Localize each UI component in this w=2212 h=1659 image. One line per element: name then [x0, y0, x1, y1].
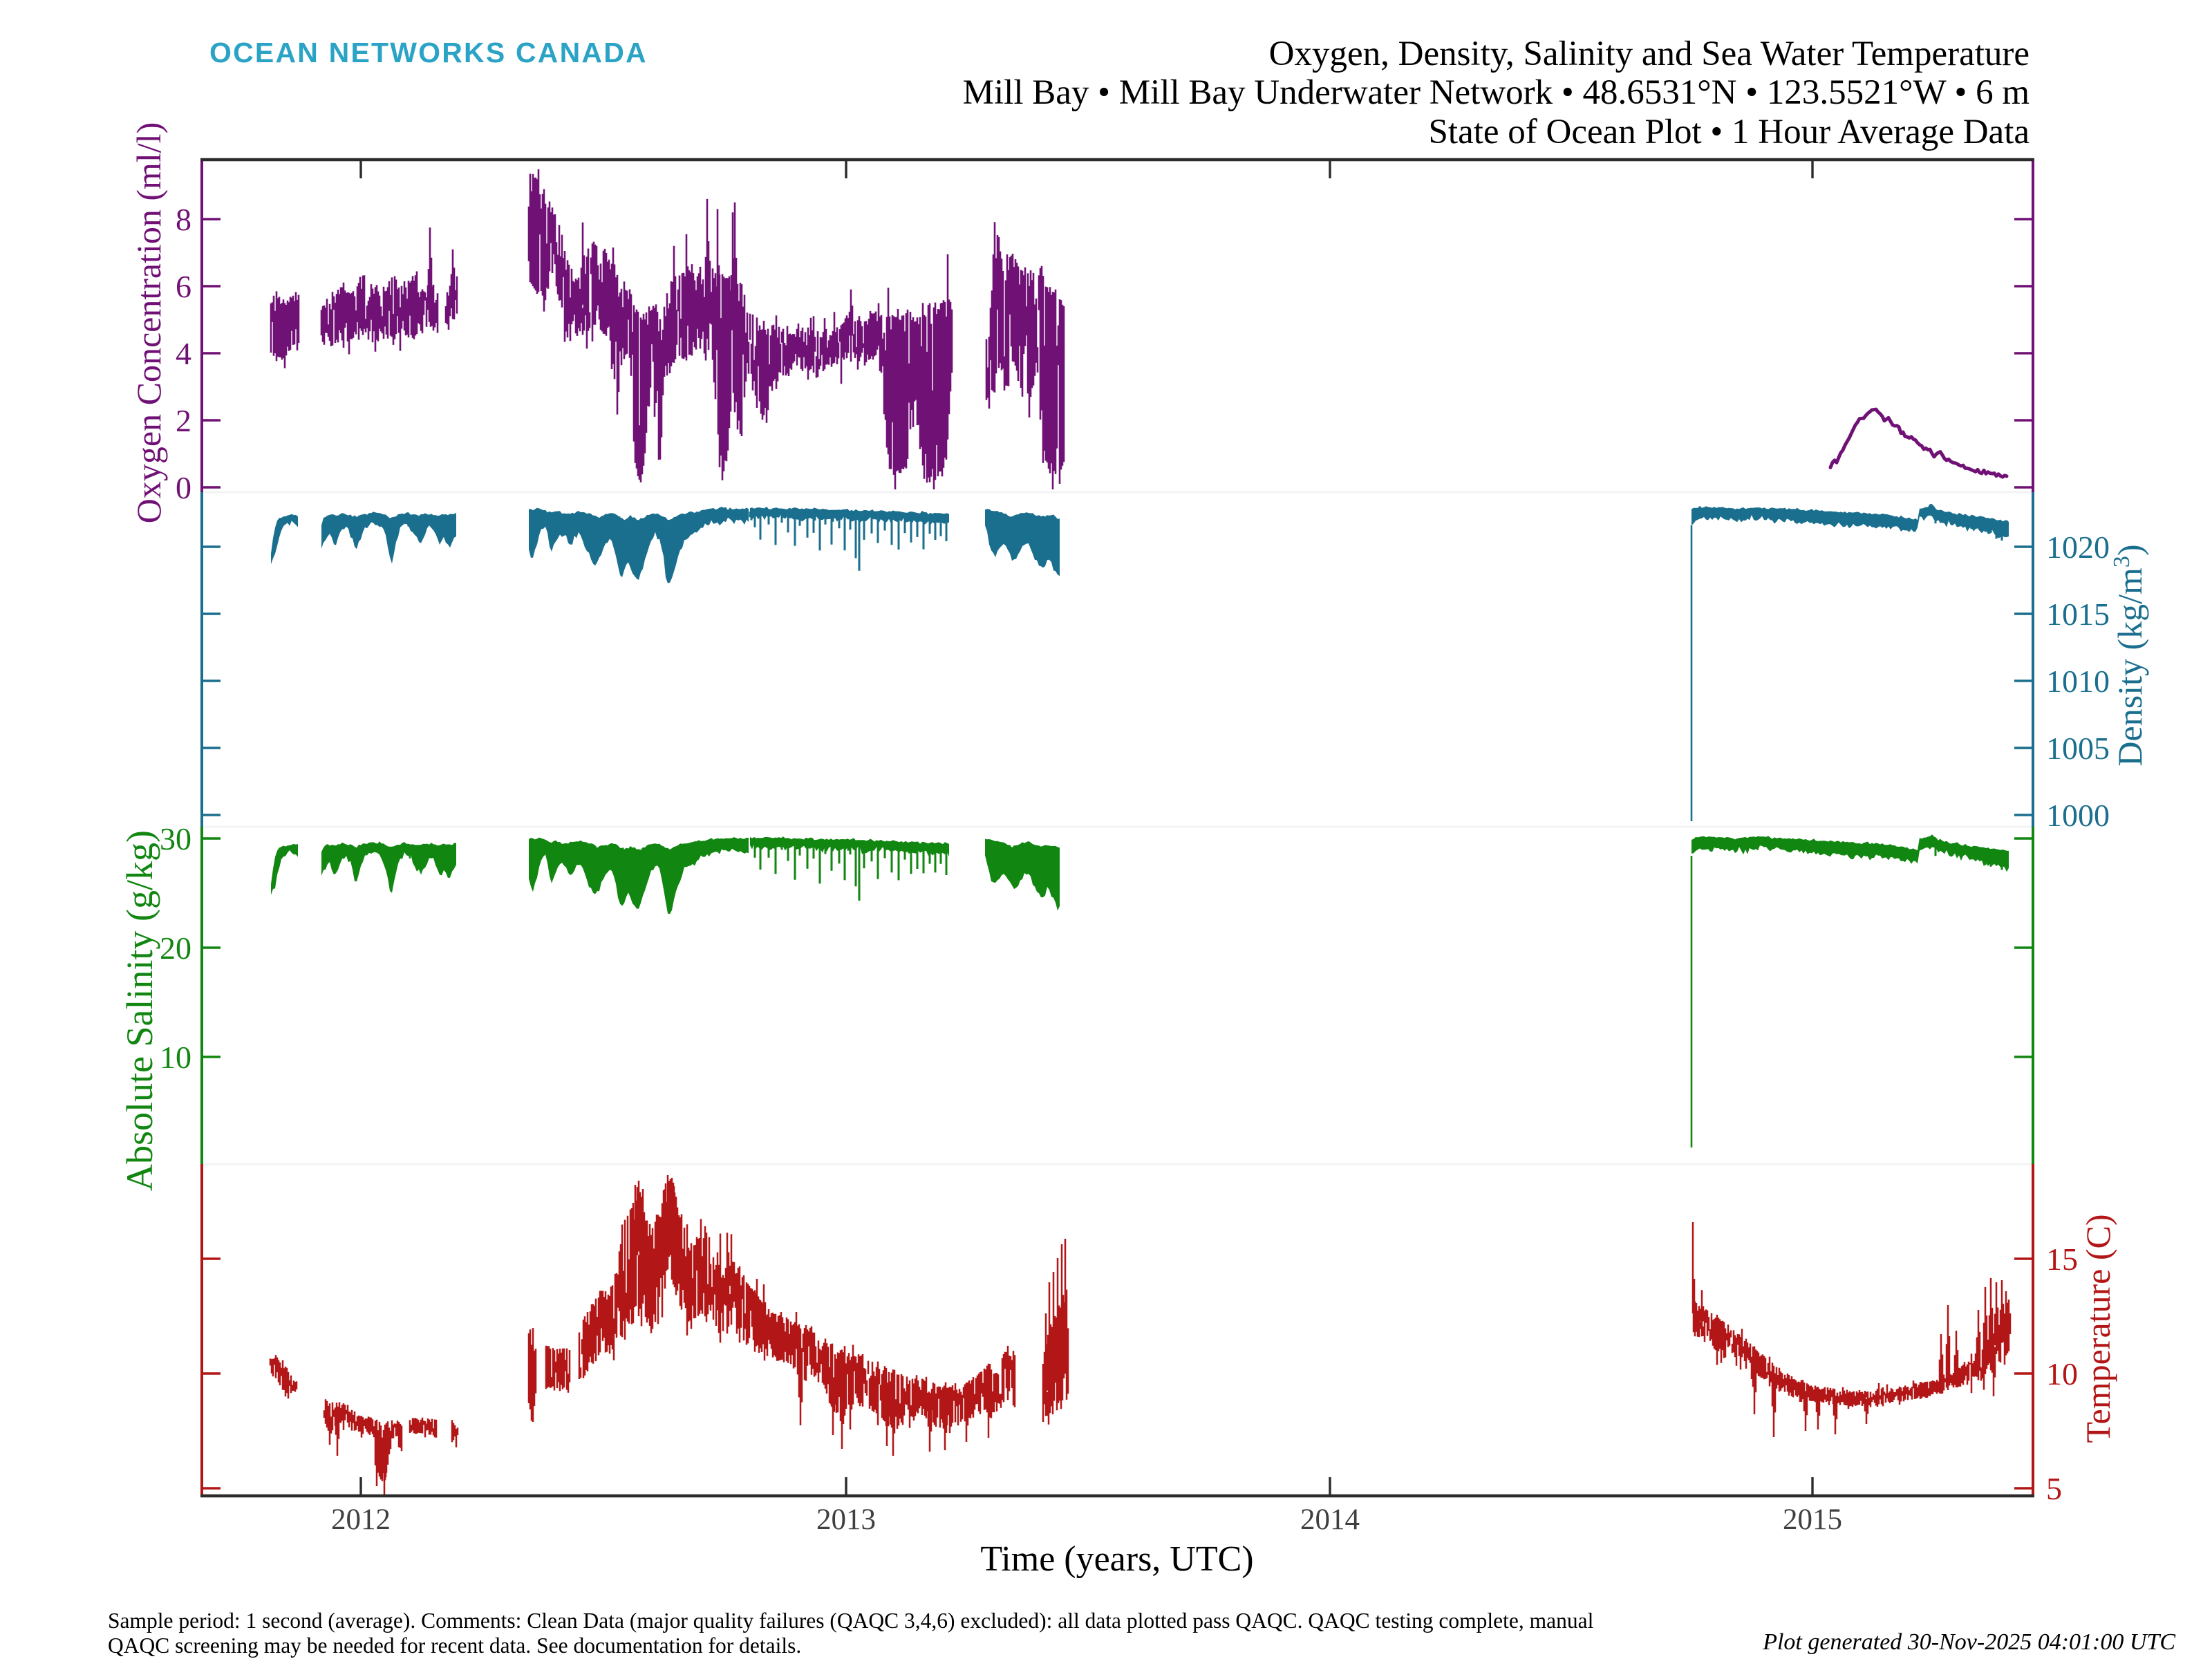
svg-text:15: 15 — [2046, 1241, 2078, 1277]
svg-text:State of Ocean Plot • 1 Hour A: State of Ocean Plot • 1 Hour Average Dat… — [1429, 113, 2030, 151]
svg-text:10: 10 — [2046, 1356, 2078, 1391]
svg-text:Density (kg/m3): Density (kg/m3) — [2109, 544, 2149, 766]
svg-text:2015: 2015 — [1783, 1503, 1842, 1536]
svg-text:Oxygen Concentration (ml/l): Oxygen Concentration (ml/l) — [129, 122, 168, 523]
svg-text:20: 20 — [160, 930, 191, 966]
svg-text:Sample period: 1 second (avera: Sample period: 1 second (average). Comme… — [108, 1609, 1594, 1633]
svg-text:Temperature (C): Temperature (C) — [2079, 1214, 2117, 1443]
svg-text:OCEAN NETWORKS CANADA: OCEAN NETWORKS CANADA — [209, 37, 648, 68]
svg-text:Time (years, UTC): Time (years, UTC) — [980, 1539, 1253, 1579]
svg-text:2013: 2013 — [816, 1503, 876, 1536]
svg-text:2014: 2014 — [1300, 1503, 1360, 1536]
svg-text:5: 5 — [2046, 1471, 2062, 1506]
svg-text:Plot generated 30-Nov-2025 04:: Plot generated 30-Nov-2025 04:01:00 UTC — [1762, 1629, 2175, 1655]
svg-text:0: 0 — [176, 470, 191, 505]
svg-text:6: 6 — [176, 269, 191, 304]
svg-text:Absolute Salinity (g/kg): Absolute Salinity (g/kg) — [119, 830, 160, 1191]
svg-text:1005: 1005 — [2046, 731, 2110, 766]
svg-text:Oxygen, Density, Salinity and: Oxygen, Density, Salinity and Sea Water … — [1269, 35, 2030, 73]
svg-text:4: 4 — [176, 336, 191, 371]
svg-text:30: 30 — [160, 821, 191, 856]
svg-text:QAQC screening may be needed f: QAQC screening may be needed for recent … — [108, 1633, 801, 1658]
svg-text:2012: 2012 — [331, 1503, 391, 1536]
svg-text:1010: 1010 — [2046, 664, 2110, 699]
svg-text:1020: 1020 — [2046, 529, 2110, 565]
svg-text:1015: 1015 — [2046, 597, 2110, 632]
svg-text:Mill Bay • Mill Bay Underwater: Mill Bay • Mill Bay Underwater Network •… — [963, 73, 2030, 112]
svg-text:10: 10 — [160, 1040, 191, 1075]
svg-text:8: 8 — [176, 202, 191, 237]
svg-text:1000: 1000 — [2046, 798, 2110, 833]
svg-text:2: 2 — [176, 403, 191, 438]
